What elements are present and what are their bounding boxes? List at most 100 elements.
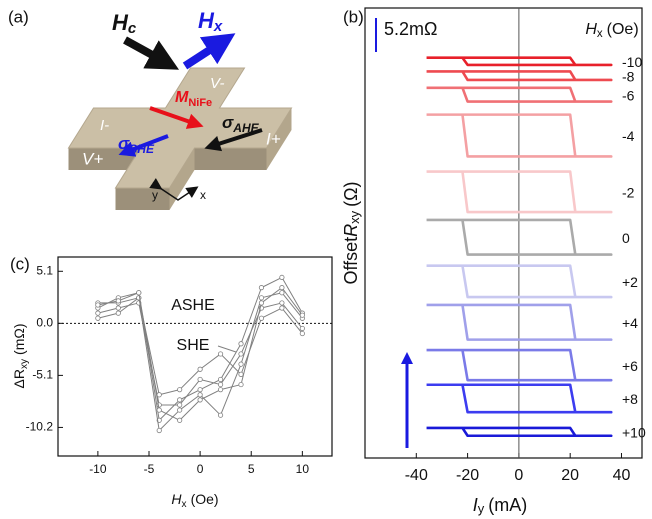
data-point xyxy=(198,377,202,381)
x-tick-label: 40 xyxy=(613,467,631,484)
legend-label: +10 xyxy=(622,425,646,441)
data-point xyxy=(198,367,202,371)
legend-label: 0 xyxy=(622,230,630,246)
hc-label: Hc xyxy=(112,10,137,37)
data-point xyxy=(157,428,161,432)
label-main: H xyxy=(112,10,129,35)
annotation-pointer xyxy=(218,346,236,352)
label-sub: x xyxy=(213,18,223,35)
label-part: ΔR xyxy=(11,369,27,388)
data-point xyxy=(259,316,263,320)
x-axis-label: Hx(Oe) xyxy=(171,491,218,510)
x-tick-label: 0 xyxy=(514,467,523,484)
terminal-label: I+ xyxy=(266,129,281,148)
data-point xyxy=(280,301,284,305)
label-sub: NiFe xyxy=(188,97,212,109)
label-part: xy xyxy=(347,210,362,223)
label-main: σ xyxy=(222,113,234,132)
data-point xyxy=(116,299,120,303)
label-part: (mA) xyxy=(488,495,527,515)
data-point xyxy=(116,311,120,315)
label-sub: c xyxy=(128,20,137,37)
data-point xyxy=(239,372,243,376)
x-tick-label: 5 xyxy=(248,462,255,476)
data-point xyxy=(259,296,263,300)
y-tick-label: -5.1 xyxy=(32,368,53,382)
label-part: (Oe) xyxy=(607,21,639,38)
label-part: Offset xyxy=(341,237,361,285)
terminal-label: V- xyxy=(210,75,224,92)
data-point xyxy=(96,303,100,307)
y-axis-label: ΔRxy (mΩ) xyxy=(11,324,30,389)
panel-label: (b) xyxy=(343,7,364,26)
data-point xyxy=(239,382,243,386)
panel-label: (a) xyxy=(8,7,29,26)
data-point xyxy=(259,285,263,289)
data-point xyxy=(218,413,222,417)
label-main: σ xyxy=(118,134,130,153)
data-point xyxy=(280,291,284,295)
data-point xyxy=(177,387,181,391)
terminal-label: I- xyxy=(100,117,109,134)
label-part: y xyxy=(478,501,485,516)
y-tick-label: 5.1 xyxy=(36,263,53,277)
data-point xyxy=(177,403,181,407)
x-tick-label: -40 xyxy=(405,467,428,484)
data-point xyxy=(157,408,161,412)
data-point xyxy=(239,342,243,346)
x-tick-label: 10 xyxy=(296,462,310,476)
axis-label: x xyxy=(200,188,206,202)
data-point xyxy=(177,398,181,402)
y-tick-label: 0.0 xyxy=(36,316,53,330)
panel-label: (c) xyxy=(10,254,30,273)
x-tick-label: 0 xyxy=(197,462,204,476)
legend-label: -8 xyxy=(622,68,635,84)
data-point xyxy=(137,291,141,295)
label-part: x xyxy=(182,499,187,510)
data-point xyxy=(300,331,304,335)
y-axis-label: OffsetRxy (Ω) xyxy=(341,181,363,284)
data-point xyxy=(177,408,181,412)
label-main: H xyxy=(198,8,215,33)
data-point xyxy=(198,387,202,391)
label-part: (Ω) xyxy=(341,181,361,206)
label-part: H xyxy=(585,21,597,38)
data-point xyxy=(218,352,222,356)
label-sub: SHE xyxy=(129,142,155,156)
label-main: M xyxy=(175,89,189,106)
legend-label: -6 xyxy=(622,87,635,103)
data-point xyxy=(300,326,304,330)
data-point xyxy=(218,382,222,386)
legend-title: Hx(Oe) xyxy=(585,21,638,40)
legend-label: +6 xyxy=(622,358,638,374)
annotation: ASHE xyxy=(171,297,215,314)
x-tick-label: -5 xyxy=(144,462,155,476)
data-point xyxy=(116,306,120,310)
data-point xyxy=(280,306,284,310)
hc-arrow xyxy=(125,40,165,62)
terminal-label: V+ xyxy=(82,149,103,168)
label-part: (mΩ) xyxy=(11,324,27,355)
data-point xyxy=(218,377,222,381)
data-point xyxy=(96,316,100,320)
label-part: R xyxy=(341,224,361,237)
y-tick-label: -10.2 xyxy=(26,420,54,434)
hx-arrow xyxy=(185,42,222,66)
data-point xyxy=(198,398,202,402)
data-point xyxy=(280,285,284,289)
label-part: (Oe) xyxy=(191,491,219,507)
x-tick-label: -10 xyxy=(89,462,107,476)
data-point xyxy=(280,275,284,279)
data-point xyxy=(239,352,243,356)
data-point xyxy=(157,393,161,397)
label-part: xy xyxy=(19,358,30,369)
label-sub: AHE xyxy=(232,121,259,135)
data-point xyxy=(198,393,202,397)
data-point xyxy=(218,387,222,391)
x-axis-label: Iy(mA) xyxy=(473,495,528,517)
x-tick-label: -20 xyxy=(456,467,479,484)
side-face xyxy=(195,148,267,170)
legend-label: -2 xyxy=(622,184,635,200)
scale-bar-label: 5.2mΩ xyxy=(384,19,437,39)
axis-label: y xyxy=(152,188,158,202)
